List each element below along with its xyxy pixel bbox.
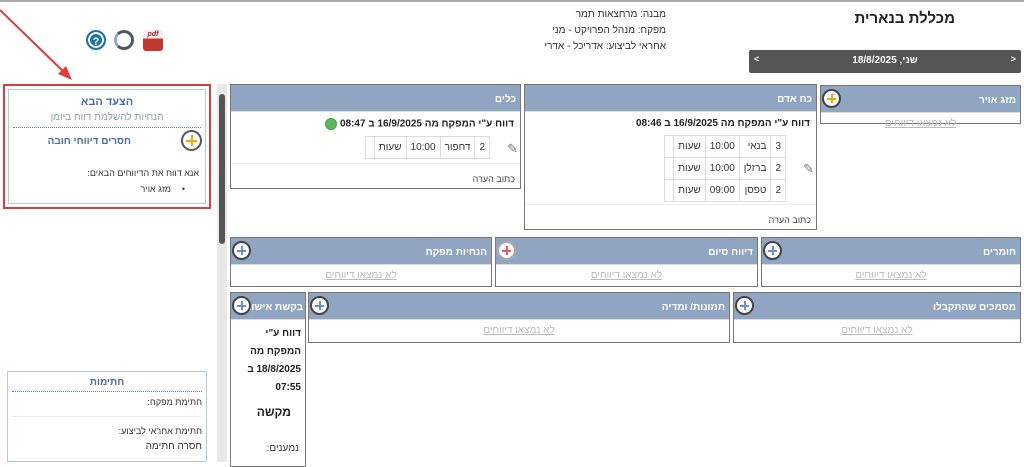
card-tools: כלים דווח ע"י המפקח מה 16/9/2025 ב 08:47… [230, 84, 521, 189]
card-materials: חומרים לא נמצאו דיווחים [761, 237, 1021, 287]
card-manpower: כח אדם דווח ע"י המפקח מה 16/9/2025 ב 08:… [524, 84, 817, 230]
recipients-label: נמענים: [266, 443, 299, 454]
card-title: חומרים [982, 247, 1016, 258]
table-cell: שעות [673, 179, 706, 202]
table-cell: 2 [770, 157, 786, 180]
report-header: דווח ע"י המפקח מה 16/9/2025 ב 08:46 [635, 118, 810, 129]
missing-reports: חסרים דיווחי חובה [47, 136, 131, 147]
no-reports-link[interactable]: לא נמצאו דיווחים [884, 118, 957, 129]
no-reports-link[interactable]: לא נמצאו דיווחים [483, 325, 555, 336]
annotation-arrow-icon [0, 9, 72, 80]
no-reports-link[interactable]: לא נמצאו דיווחים [590, 270, 663, 281]
report-header: דווח ע"י המפקח מה 16/9/2025 ב 08:47 [339, 118, 514, 130]
instruction: אנא דווח את הדיווחים הבאים: [87, 168, 199, 178]
next-day-button[interactable]: > [1010, 54, 1016, 64]
refresh-icon[interactable] [114, 30, 134, 50]
table-cell: שעות [373, 136, 407, 159]
responsible: אחראי לביצוע: אדריכל - אדרי [544, 41, 666, 52]
supervisor-signature: חתימת מפקח: [147, 397, 202, 407]
card-title: תמונות/ ומדיה [661, 302, 725, 313]
next-step-subtitle: הנחיות להשלמת דווח ביומן [13, 112, 201, 128]
table-row: 2 ברזלן 10:00 שעות [664, 157, 786, 180]
card-title: דיווח סיום [708, 247, 753, 258]
card-end-report: דיווח סיום לא נמצאו דיווחים [495, 237, 758, 287]
table-cell: 09:00 [704, 179, 740, 202]
current-date: שני, 18/8/2025 [852, 55, 918, 66]
add-icon[interactable] [763, 241, 782, 260]
new-badge-icon [324, 118, 337, 130]
scrollbar[interactable] [217, 84, 227, 462]
approval-report: דווח ע"י המפקח מה 18/8/2025 ב 07:55 [247, 328, 301, 393]
add-icon[interactable] [735, 296, 754, 315]
signatures-panel: חתימות חתימת מפקח: חתימת אחראי לביצוע: ח… [7, 371, 207, 462]
add-icon[interactable] [232, 241, 251, 260]
card-documents: מסמכים שהתקבלו לא נמצאו דיווחים [733, 292, 1021, 343]
table-cell: בנאי [738, 135, 772, 158]
add-icon[interactable] [232, 296, 251, 315]
scrollbar-thumb[interactable] [219, 94, 225, 244]
table-cell: 2 [770, 179, 786, 202]
pdf-icon[interactable]: pdf [143, 30, 163, 51]
add-icon[interactable] [822, 89, 841, 108]
prev-day-button[interactable]: < [754, 54, 760, 64]
top-border [0, 0, 1024, 2]
no-reports-link[interactable]: לא נמצאו דיווחים [841, 325, 913, 336]
edit-pencil-icon[interactable]: ✎ [507, 141, 518, 156]
card-title: בקשת אישור [245, 302, 303, 313]
request-text: מקשה [256, 405, 291, 419]
responsible-signature: חתימת אחראי לביצוע: [118, 426, 202, 436]
table-cell: 10:00 [704, 135, 740, 158]
list-item: מזג אויר [141, 184, 186, 194]
add-icon[interactable] [181, 130, 202, 151]
help-icon[interactable]: ? [86, 30, 106, 50]
write-note-link[interactable]: כתוב הערה [768, 215, 811, 225]
table-cell [664, 135, 675, 158]
card-title: כח אדם [777, 94, 812, 105]
manpower-table: 3 בנאי 10:00 שעות 2 ברזלן 10:00 שעות 2 טפסן 09:0… [664, 135, 786, 202]
write-note-link[interactable]: כתוב הערה [472, 174, 515, 184]
table-cell: טפסן [738, 179, 772, 202]
signatures-title: חתימות [12, 377, 202, 392]
card-supervisor-notes: הנחיות מפקח לא נמצאו דיווחים [230, 237, 492, 287]
no-reports-link[interactable]: לא נמצאו דיווחים [325, 270, 397, 281]
no-reports-link[interactable]: לא נמצאו דיווחים [855, 270, 927, 281]
card-title: הנחיות מפקח [425, 247, 487, 258]
table-cell: 2 [474, 136, 490, 159]
table-cell [364, 136, 375, 159]
card-media: תמונות/ ומדיה לא נמצאו דיווחים [308, 292, 730, 343]
table-cell: שעות [673, 135, 706, 158]
project-info: מבנה: מרחצאות תמר מפקח: מנהל הפרויקט - מ… [544, 7, 666, 55]
table-row: 2 דחפור 10:00 שעות [364, 136, 490, 159]
next-step-panel: הצעד הבא הנחיות להשלמת דווח ביומן חסרים … [3, 84, 211, 209]
table-cell: דחפור [439, 136, 476, 159]
table-cell: שעות [673, 157, 706, 180]
table-cell: 3 [770, 135, 786, 158]
building: מבנה: מרחצאות תמר [575, 9, 666, 20]
page-title: מכללת בנארית [854, 10, 955, 27]
table-row: 3 בנאי 10:00 שעות [664, 135, 786, 158]
add-icon[interactable] [310, 296, 329, 315]
table-cell: 10:00 [704, 157, 740, 180]
card-title: כלים [494, 94, 516, 105]
card-title: מסמכים שהתקבלו [933, 302, 1016, 313]
tools-table: 2 דחפור 10:00 שעות [364, 136, 490, 159]
table-cell [664, 179, 675, 202]
table-row: 2 טפסן 09:00 שעות [664, 179, 786, 202]
table-cell [664, 157, 675, 180]
card-weather: מזג אויר לא נמצאו דיווחים [820, 85, 1021, 129]
missing-signature: חסרה חתימה [145, 441, 202, 452]
add-icon[interactable] [497, 241, 516, 260]
table-cell: 10:00 [405, 136, 441, 159]
table-cell: ברזלן [738, 157, 772, 180]
date-navigator: < שני, 18/8/2025 > [749, 50, 1021, 73]
next-step-title: הצעד הבא [80, 96, 134, 108]
edit-pencil-icon[interactable]: ✎ [803, 161, 814, 176]
supervisor: מפקח: מנהל הפרויקט - מני [552, 25, 666, 36]
card-approval-request: בקשת אישור דווח ע"י המפקח מה 18/8/2025 ב 07… [230, 292, 306, 467]
card-title: מזג אויר [978, 95, 1016, 106]
